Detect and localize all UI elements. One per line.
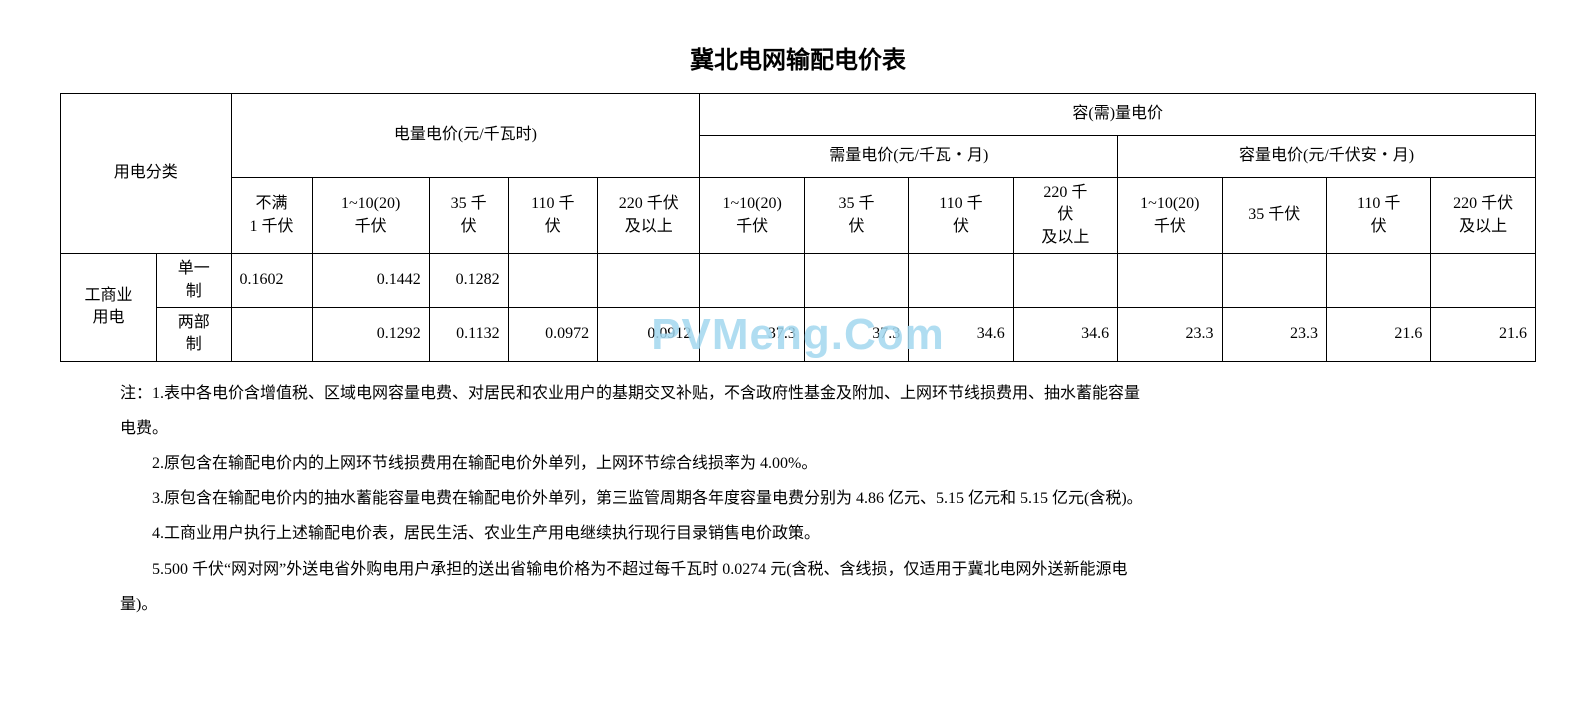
row-label: 两部制	[156, 307, 231, 361]
th-energy-col: 35 千伏	[429, 178, 508, 254]
th-demand-col: 220 千伏及以上	[1013, 178, 1117, 254]
th-cap-col: 1~10(20)千伏	[1118, 178, 1222, 254]
cell: 21.6	[1431, 307, 1536, 361]
cell	[804, 254, 908, 308]
th-demand-group: 需量电价(元/千瓦・月)	[700, 136, 1118, 178]
row-group-label: 工商业用电	[61, 254, 157, 362]
th-cap-col: 35 千伏	[1222, 178, 1326, 254]
cell	[909, 254, 1013, 308]
cell: 0.1602	[231, 254, 312, 308]
th-demand-col: 1~10(20)千伏	[700, 178, 804, 254]
table-row: 工商业用电 单一制 0.1602 0.1442 0.1282	[61, 254, 1536, 308]
th-energy-col: 1~10(20)千伏	[312, 178, 429, 254]
cell	[1118, 254, 1222, 308]
cell	[1326, 254, 1430, 308]
th-cap-col: 220 千伏及以上	[1431, 178, 1536, 254]
th-energy-col: 110 千伏	[508, 178, 598, 254]
cell	[1013, 254, 1117, 308]
cell: 23.3	[1118, 307, 1222, 361]
notes-block: 注：1.表中各电价含增值税、区域电网容量电费、对居民和农业用户的基期交叉补贴，不…	[60, 376, 1536, 622]
th-cap-group: 容量电价(元/千伏安・月)	[1118, 136, 1536, 178]
cell	[598, 254, 700, 308]
th-energy-col: 220 千伏及以上	[598, 178, 700, 254]
cell: 0.0912	[598, 307, 700, 361]
th-capacity-group: 容(需)量电价	[700, 94, 1536, 136]
cell	[1431, 254, 1536, 308]
th-demand-col: 35 千伏	[804, 178, 908, 254]
th-energy-group: 电量电价(元/千瓦时)	[231, 94, 700, 178]
th-cap-col: 110 千伏	[1326, 178, 1430, 254]
cell	[231, 307, 312, 361]
cell	[700, 254, 804, 308]
cell: 37.3	[804, 307, 908, 361]
note-line: 5.500 千伏“网对网”外送电省外购电用户承担的送出省输电价格为不超过每千瓦时…	[120, 552, 1476, 587]
th-demand-col: 110 千伏	[909, 178, 1013, 254]
note-line: 量)。	[120, 587, 1476, 622]
cell: 37.3	[700, 307, 804, 361]
note-line: 电费。	[120, 411, 1476, 446]
cell: 21.6	[1326, 307, 1430, 361]
cell	[1222, 254, 1326, 308]
page-title: 冀北电网输配电价表	[60, 40, 1536, 75]
note-line: 注：1.表中各电价含增值税、区域电网容量电费、对居民和农业用户的基期交叉补贴，不…	[120, 376, 1476, 411]
cell: 0.1292	[312, 307, 429, 361]
cell: 0.1282	[429, 254, 508, 308]
cell	[508, 254, 598, 308]
note-line: 4.工商业用户执行上述输配电价表，居民生活、农业生产用电继续执行现行目录销售电价…	[120, 516, 1476, 551]
cell: 34.6	[909, 307, 1013, 361]
th-energy-col: 不满1 千伏	[231, 178, 312, 254]
row-label: 单一制	[156, 254, 231, 308]
cell: 0.0972	[508, 307, 598, 361]
cell: 0.1442	[312, 254, 429, 308]
price-table: 用电分类 电量电价(元/千瓦时) 容(需)量电价 需量电价(元/千瓦・月) 容量…	[60, 93, 1536, 362]
note-line: 3.原包含在输配电价内的抽水蓄能容量电费在输配电价外单列，第三监管周期各年度容量…	[120, 481, 1476, 516]
note-line: 2.原包含在输配电价内的上网环节线损费用在输配电价外单列，上网环节综合线损率为 …	[120, 446, 1476, 481]
cell: 23.3	[1222, 307, 1326, 361]
cell: 34.6	[1013, 307, 1117, 361]
th-category: 用电分类	[61, 94, 232, 254]
table-row: 两部制 0.1292 0.1132 0.0972 0.0912 37.3 37.…	[61, 307, 1536, 361]
cell: 0.1132	[429, 307, 508, 361]
